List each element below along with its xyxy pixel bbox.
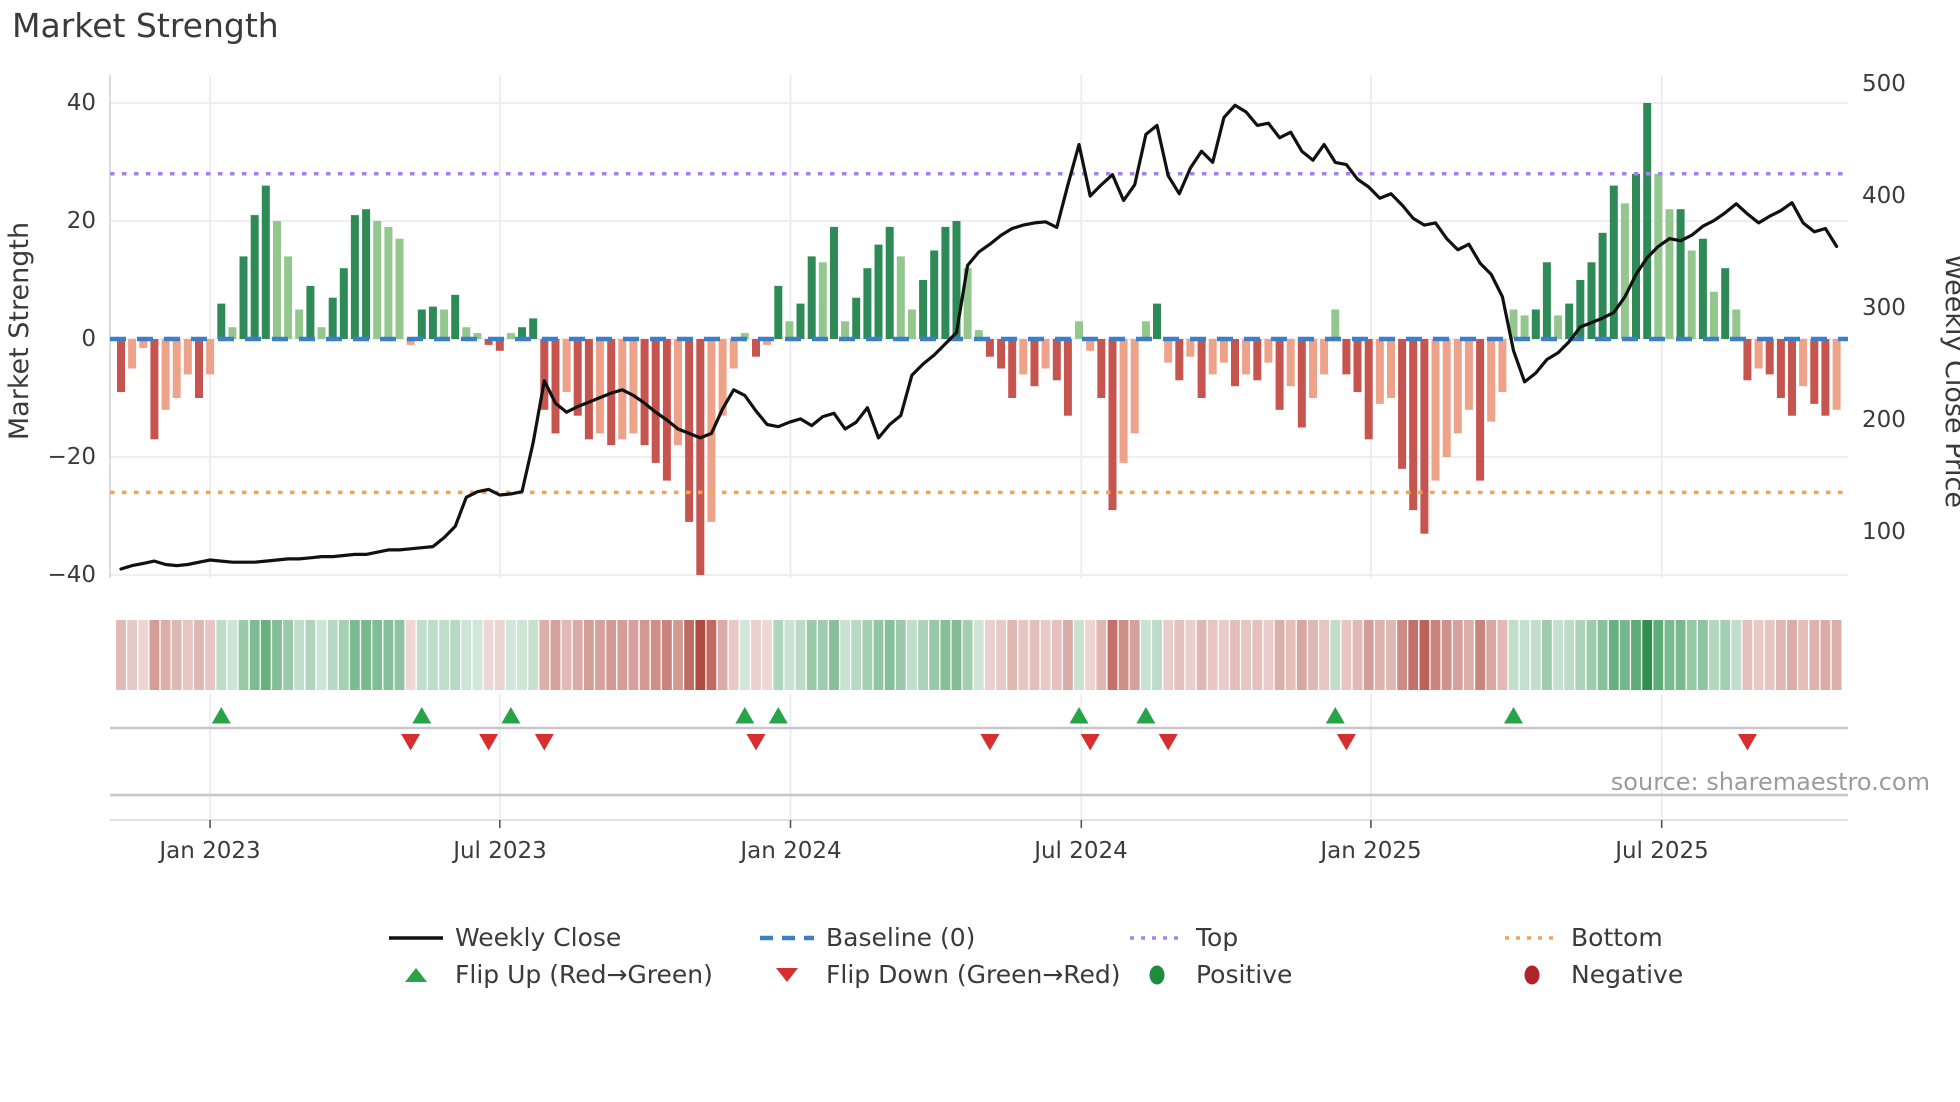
right-axis-title: Weekly Close Price	[1939, 253, 1960, 509]
dash-icon	[760, 935, 814, 941]
source-credit: source: sharemaestro.com	[1610, 768, 1930, 796]
gridlines	[109, 75, 1848, 819]
legend-item-circle-pos: Positive	[1128, 961, 1292, 989]
legend-item-tri-up: Flip Up (Red→Green)	[387, 961, 713, 989]
right-y-tick-label: 500	[1862, 71, 1906, 97]
legend-item-dots-top: Top	[1128, 924, 1238, 952]
flip-down-markers	[401, 734, 1757, 751]
strength-bars	[117, 103, 1841, 575]
legend-item-dots-bottom: Bottom	[1503, 924, 1663, 952]
left-y-tick-label: −40	[47, 562, 96, 588]
x-tick-label: Jan 2023	[159, 838, 261, 864]
x-tick-label: Jan 2024	[740, 838, 842, 864]
right-y-tick-label: 300	[1862, 295, 1906, 321]
x-tick-label: Jul 2025	[1615, 838, 1709, 864]
legend-label: Flip Up (Red→Green)	[455, 960, 713, 989]
legend-item-line: Weekly Close	[387, 924, 621, 952]
legend-label: Top	[1196, 923, 1239, 952]
legend-item-tri-down: Flip Down (Green→Red)	[758, 961, 1121, 989]
weekly-close-line	[119, 103, 1839, 571]
legend-item-circle-neg: Negative	[1503, 961, 1683, 989]
heatmap-strip	[116, 620, 1842, 690]
legend-label: Weekly Close	[455, 923, 622, 952]
x-tick-label: Jul 2023	[453, 838, 547, 864]
left-y-tick-label: −20	[47, 444, 96, 470]
legend-item-dash: Baseline (0)	[758, 924, 975, 952]
circle-pos-icon	[1149, 965, 1165, 985]
right-y-tick-label: 200	[1862, 407, 1906, 433]
tri-up-icon	[405, 968, 427, 982]
left-y-tick-label: 0	[81, 326, 96, 352]
right-y-tick-label: 400	[1862, 183, 1906, 209]
dots-top-icon	[1130, 936, 1184, 940]
legend-label: Baseline (0)	[826, 923, 976, 952]
right-y-tick-label: 100	[1862, 519, 1906, 545]
legend-label: Positive	[1196, 960, 1293, 989]
dots-bottom-icon	[1505, 936, 1559, 940]
circle-neg-icon	[1524, 965, 1540, 985]
line-icon	[389, 936, 443, 940]
legend-label: Bottom	[1571, 923, 1663, 952]
marker-row-axes	[110, 726, 1848, 828]
tri-down-icon	[776, 968, 798, 982]
legend-label: Negative	[1571, 960, 1684, 989]
legend-label: Flip Down (Green→Red)	[826, 960, 1121, 989]
page-title: Market Strength	[12, 6, 279, 45]
flip-up-markers	[211, 707, 1523, 724]
x-tick-label: Jan 2025	[1320, 838, 1422, 864]
left-y-tick-label: 20	[66, 208, 96, 234]
x-tick-label: Jul 2024	[1034, 838, 1128, 864]
left-y-tick-label: 40	[66, 90, 96, 116]
